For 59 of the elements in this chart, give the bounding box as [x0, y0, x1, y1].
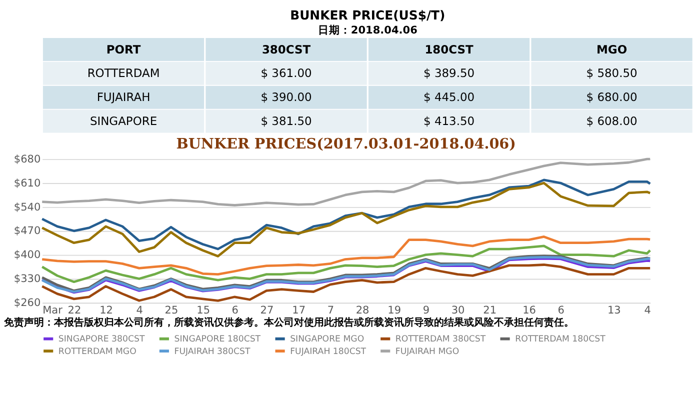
x-tick-label: 15	[196, 304, 210, 317]
text: $ 580.50	[586, 66, 638, 80]
x-tick-label: 30	[451, 304, 465, 317]
legend-label: FUJAIRAH 180CST	[290, 346, 367, 357]
y-tick-label: $400	[14, 249, 41, 262]
category-label: MGO	[596, 42, 628, 56]
x-tick-label: 22	[68, 304, 82, 317]
text: $ 608.00	[586, 114, 638, 128]
text: $ 680.00	[586, 90, 638, 104]
x-tick-label: 9	[422, 304, 430, 317]
category-label: 180CST	[424, 42, 474, 56]
x-tick-label: 4	[644, 304, 652, 317]
x-tick-label: 27	[260, 304, 274, 317]
text: PORT	[106, 42, 141, 56]
x-tick-label: 21	[483, 304, 497, 317]
category-label: FUJAIRAH	[96, 90, 150, 104]
x-tick-label: 17	[292, 304, 306, 317]
text: $ 390.00	[260, 90, 312, 104]
x-tick-label: 12	[100, 304, 113, 317]
y-tick-label: $610	[14, 177, 41, 190]
text: $ 413.50	[423, 114, 475, 128]
x-tick-label: 16	[522, 304, 536, 317]
line-series	[40, 236, 652, 276]
x-tick-label: 4	[136, 304, 144, 317]
y-tick-label: $680	[14, 153, 41, 166]
legend-label: ROTTERDAM 180CST	[515, 334, 606, 345]
legend-label: SINGAPORE 180CST	[174, 334, 262, 345]
y-tick-label: $330	[14, 273, 41, 286]
chart-title: BUNKER PRICES(2017.03.01-2018.04.06)	[176, 136, 516, 153]
text: BUNKER PRICE(US$/T)	[290, 7, 446, 22]
legend-label: FUJAIRAH 380CST	[174, 346, 251, 357]
y-tick-label: $540	[14, 201, 41, 214]
category-label: 380CST	[262, 42, 311, 56]
y-tick-label: $470	[14, 225, 41, 238]
legend-label: ROTTERDAM MGO	[58, 346, 137, 357]
x-tick-label: Mar	[42, 304, 64, 317]
x-tick-label: 28	[356, 304, 370, 317]
legend-label: ROTTERDAM 380CST	[395, 334, 486, 345]
category-label: SINGAPORE	[90, 114, 158, 128]
x-tick-label: 13	[607, 304, 621, 317]
text: 免责声明：本报告版权归本公司所有，所载资讯仅供参考。本公司对使用此报告或所载资讯所导致的结果或风险不承担任何责任。	[2, 316, 574, 329]
text: $ 381.50	[260, 114, 312, 128]
line-series	[40, 264, 652, 302]
text: $ 389.50	[423, 66, 475, 80]
x-tick-label: 7	[327, 304, 334, 317]
category-label: ROTTERDAM	[87, 66, 160, 80]
legend-label: SINGAPORE MGO	[290, 334, 364, 345]
text: $ 445.00	[423, 90, 475, 104]
line-series	[40, 158, 652, 206]
x-tick-label: 6	[232, 304, 239, 317]
text: 日期：2018.04.06	[318, 24, 418, 37]
text: $ 361.00	[260, 66, 312, 80]
legend-label: SINGAPORE 380CST	[58, 334, 146, 345]
x-tick-label: 25	[164, 304, 178, 317]
line-series	[40, 244, 652, 284]
legend-label: FUJAIRAH MGO	[395, 346, 460, 357]
y-tick-label: $260	[14, 297, 41, 310]
x-tick-label: 19	[388, 304, 402, 317]
x-tick-label: 6	[558, 304, 565, 317]
